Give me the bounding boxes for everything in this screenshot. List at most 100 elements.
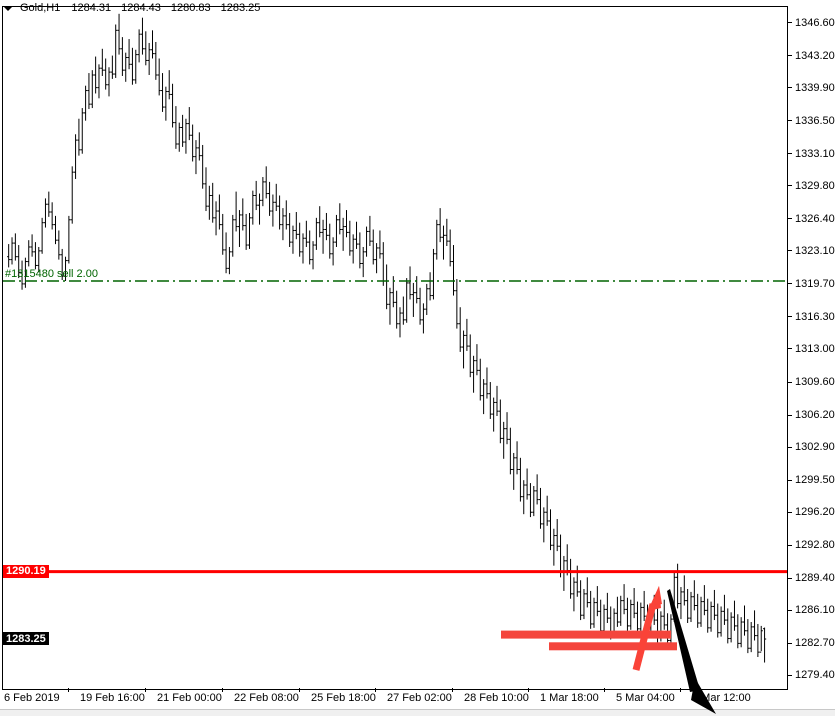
ohlc-high-value: 1284.43 — [121, 2, 161, 14]
tick-mark — [788, 479, 792, 481]
chart-plot-area[interactable] — [3, 7, 787, 689]
price-axis-tick: 1279.40 — [788, 669, 835, 681]
time-axis-tick-mark — [604, 688, 605, 692]
tick-mark — [788, 185, 792, 187]
tick-mark — [788, 22, 792, 24]
chart-plot-frame[interactable]: #1315480 sell 2.00 — [2, 6, 788, 690]
tick-mark — [788, 446, 792, 448]
tick-mark — [788, 316, 792, 318]
time-axis-tick-mark — [528, 688, 529, 692]
tick-mark — [788, 544, 792, 546]
price-axis-tick: 1346.60 — [788, 17, 835, 29]
time-axis[interactable]: 6 Feb 2019 19 Feb 16:00 21 Feb 00:00 22 Feb… — [2, 688, 788, 708]
ohlc-low-value: 1280.83 — [170, 2, 211, 14]
time-axis-tick-mark — [452, 688, 453, 692]
price-axis-tick: 1336.50 — [788, 115, 835, 127]
price-axis-tick-label: 1282.70 — [795, 637, 835, 650]
price-axis-tick: 1306.20 — [788, 409, 835, 421]
tick-mark — [788, 414, 792, 416]
ohlc-bars-series — [7, 13, 767, 663]
time-axis-tick-mark — [680, 688, 681, 692]
price-axis-tick: 1299.50 — [788, 474, 835, 486]
price-axis-tick-label: 1319.70 — [795, 277, 835, 290]
price-axis-tick: 1292.80 — [788, 539, 835, 551]
price-axis-tick-label: 1302.90 — [795, 441, 835, 454]
price-axis-tick-label: 1309.60 — [795, 376, 835, 388]
price-axis-tick-label: 1339.90 — [795, 81, 835, 94]
ohlc-open-value: 1284.31 — [71, 2, 112, 14]
price-axis-tick: 1313.00 — [788, 343, 835, 355]
chart-overlay-lines — [3, 280, 787, 651]
price-axis-tick-label: 1343.20 — [795, 49, 835, 62]
tick-mark — [788, 674, 792, 676]
price-axis-tick: 1302.90 — [788, 441, 835, 453]
time-axis-tick-mark — [222, 688, 223, 692]
tick-mark — [788, 381, 792, 383]
price-axis-tick-label: 1326.40 — [795, 212, 835, 225]
price-axis-tick: 1323.10 — [788, 245, 835, 257]
price-axis-tick: 1326.40 — [788, 213, 835, 225]
price-axis-tick: 1289.40 — [788, 572, 835, 584]
price-axis-tick: 1339.90 — [788, 82, 835, 94]
last-price-badge: 1283.25 — [3, 632, 49, 646]
level-price-badge: 1290.19 — [3, 564, 49, 578]
tick-mark — [788, 511, 792, 513]
tick-mark — [788, 283, 792, 285]
time-axis-tick-label: 6 Mar 12:00 — [692, 692, 751, 704]
tick-mark — [788, 577, 792, 579]
tick-mark — [788, 120, 792, 122]
time-axis-tick-mark — [375, 688, 376, 692]
tick-mark — [788, 250, 792, 252]
price-axis-tick-label: 1329.80 — [795, 179, 835, 192]
price-axis-tick-label: 1306.20 — [795, 409, 835, 422]
price-axis-tick-label: 1346.60 — [795, 16, 835, 29]
tick-mark — [788, 642, 792, 644]
time-axis-tick-label: 28 Feb 10:00 — [464, 692, 529, 704]
window-bottom-strip — [0, 709, 835, 716]
price-axis-tick-label: 1323.10 — [795, 244, 835, 257]
price-axis-tick-label: 1333.10 — [795, 147, 835, 160]
price-axis-tick-label: 1286.10 — [795, 604, 835, 617]
price-axis-tick: 1309.60 — [788, 376, 835, 388]
time-axis-tick-mark — [68, 688, 69, 692]
price-axis-tick: 1329.80 — [788, 180, 835, 192]
tick-mark — [788, 218, 792, 220]
price-axis-tick-label: 1279.40 — [795, 669, 835, 682]
price-axis-tick-label: 1336.50 — [795, 114, 835, 127]
tick-mark — [788, 87, 792, 89]
time-axis-tick-label: 27 Feb 02:00 — [387, 692, 452, 704]
time-axis-tick-label: 19 Feb 16:00 — [80, 692, 145, 704]
time-axis-tick-label: 1 Mar 18:00 — [540, 692, 599, 704]
price-axis-tick-label: 1316.30 — [795, 310, 835, 323]
tick-mark — [788, 153, 792, 155]
price-axis-tick: 1319.70 — [788, 278, 835, 290]
price-axis-tick: 1316.30 — [788, 311, 835, 323]
time-axis-tick-label: 22 Feb 08:00 — [234, 692, 299, 704]
price-axis-tick-label: 1292.80 — [795, 539, 835, 552]
price-axis-tick-label: 1289.40 — [795, 572, 835, 585]
triangle-down-icon[interactable] — [3, 5, 13, 11]
price-axis-tick-label: 1299.50 — [795, 474, 835, 487]
time-axis-tick-mark — [299, 688, 300, 692]
chart-header: Gold,H1 1284.31 1284.43 1280.83 1283.25 — [0, 0, 835, 16]
time-axis-tick-label: 25 Feb 18:00 — [311, 692, 376, 704]
tick-mark — [788, 348, 792, 350]
price-axis[interactable]: 1346.60 1343.20 1339.90 1336.50 1333.10 1329.… — [788, 6, 835, 690]
time-axis-tick-label: 5 Mar 04:00 — [616, 692, 675, 704]
tick-mark — [788, 609, 792, 611]
price-axis-tick-label: 1296.20 — [795, 506, 835, 519]
time-axis-tick-label: 6 Feb 2019 — [4, 692, 60, 704]
symbol-timeframe-label: Gold,H1 — [20, 2, 61, 14]
ohlc-close-value: 1283.25 — [220, 2, 261, 14]
time-axis-tick-mark — [145, 688, 146, 692]
price-axis-tick: 1333.10 — [788, 148, 835, 160]
price-axis-tick: 1282.70 — [788, 637, 835, 649]
price-axis-tick: 1296.20 — [788, 506, 835, 518]
price-axis-tick: 1343.20 — [788, 50, 835, 62]
tick-mark — [788, 55, 792, 57]
order-line-label: #1315480 sell 2.00 — [5, 267, 98, 280]
price-axis-tick: 1286.10 — [788, 604, 835, 616]
price-axis-tick-label: 1313.00 — [795, 342, 835, 355]
time-axis-tick-label: 21 Feb 00:00 — [157, 692, 222, 704]
